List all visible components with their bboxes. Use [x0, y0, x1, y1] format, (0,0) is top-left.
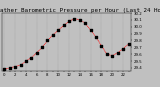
Point: [41, 47, 43, 48]
Point: [127, 43, 130, 45]
Point: [30, 57, 33, 58]
Point: [14, 66, 16, 67]
Point: [68, 21, 70, 22]
Point: [122, 48, 124, 49]
Point: [111, 55, 114, 56]
Point: [52, 34, 54, 36]
Point: [84, 23, 87, 24]
Title: Milwaukee Weather Barometric Pressure per Hour (Last 24 Hours): Milwaukee Weather Barometric Pressure pe…: [0, 8, 160, 13]
Point: [62, 25, 65, 26]
Point: [89, 29, 92, 31]
Point: [79, 19, 81, 21]
Point: [46, 40, 49, 41]
Point: [8, 67, 11, 69]
Point: [3, 69, 6, 70]
Point: [25, 60, 27, 62]
Point: [100, 45, 103, 47]
Point: [116, 52, 119, 54]
Point: [106, 54, 108, 55]
Point: [57, 29, 60, 31]
Point: [73, 18, 76, 19]
Point: [35, 52, 38, 54]
Point: [95, 36, 97, 38]
Point: [19, 64, 22, 66]
